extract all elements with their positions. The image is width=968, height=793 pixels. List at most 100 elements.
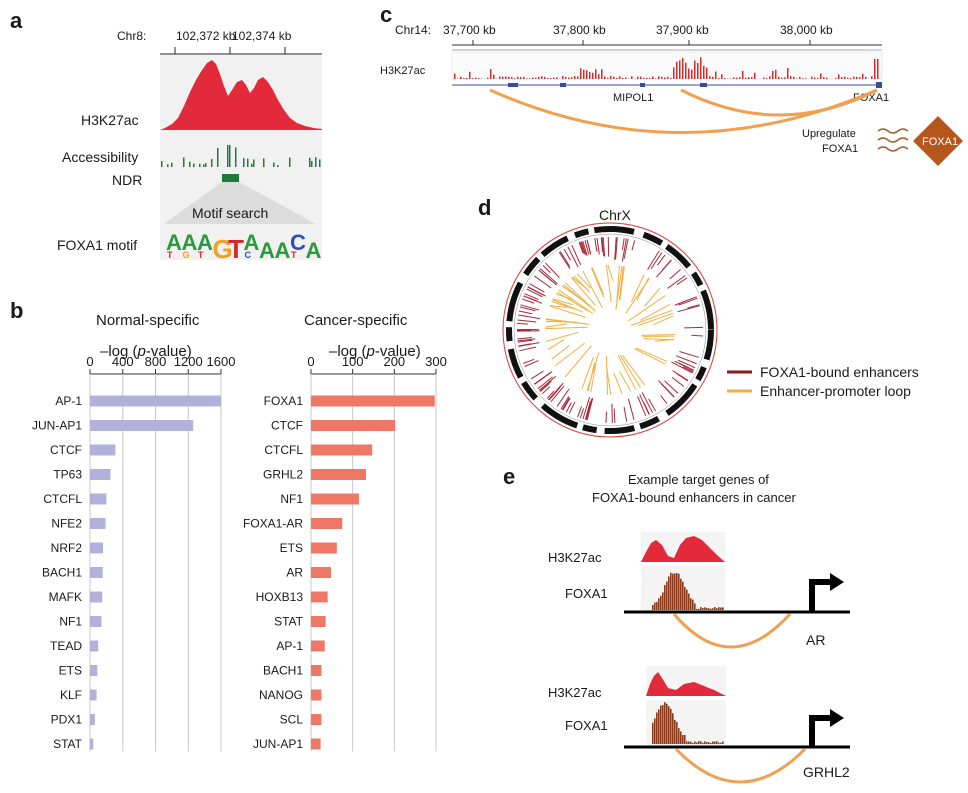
motif-label: FOXA1 motif [57,237,137,253]
coord-tick-2: 102,374 kb [232,29,292,43]
track-label-accessibility: Accessibility [62,149,138,165]
coord-ruler [160,47,322,55]
track-label-h3k27ac: H3K27ac [81,112,139,128]
right-category-label: NF1 [280,492,303,506]
panel-a-label: a [10,8,23,33]
motif-letter: A [275,238,291,263]
e1-gene: AR [806,632,825,648]
tss-arrowhead-icon [830,573,844,591]
tss-arrow-icon [809,715,834,747]
left-tick-label: 1200 [174,354,203,369]
right-category-label: STAT [274,615,304,629]
e1-track1-label: H3K27ac [548,550,602,565]
left-bar [90,420,194,431]
left-category-label: KLF [60,688,82,702]
panel-c: c Chr14: 37,700 kb 37,800 kb 37,900 kb 3… [380,2,963,166]
left-bar [90,395,221,407]
cancer-specific-bar-chart: 0 100 200 300 FOXA1 CTCF CTCFL GRHL2 NF1 FOXA1-AR… [243,354,447,752]
c-note-line2: FOXA1 [822,143,858,155]
left-bar [90,689,97,701]
accessibility-track [161,144,321,167]
motif-letter: C [290,230,306,255]
motif-letter-minor: G [183,250,190,260]
motif-letter-minor: T [167,250,173,260]
motif-letter-minor: T [291,250,297,260]
left-bar [90,714,95,725]
legend-loops: Enhancer-promoter loop [760,383,911,399]
e2-track2-label: FOXA1 [565,718,608,733]
panel-e-label: e [503,464,515,489]
right-category-label: HOXB13 [256,590,304,604]
left-tick-label: 400 [112,354,134,369]
e1-track2-label: FOXA1 [565,586,608,601]
chart-left-title: Normal-specific [96,312,200,329]
motif-letter: A [182,230,198,255]
panel-c-label: c [380,2,392,27]
c-tick-4: 38,000 kb [780,23,833,37]
legend-enhancers: FOXA1-bound enhancers [760,364,919,380]
c-diamond-label: FOXA1 [922,136,958,148]
c-note-line1: Upregulate [802,128,856,140]
e-title-line2: FOXA1-bound enhancers in cancer [592,490,796,505]
left-category-label: NF1 [59,615,82,629]
foxa1-motif-logo: AT AG AT GT AC A A CT A [166,230,322,264]
right-bar [311,395,435,407]
tss-arrowhead-icon [830,709,844,727]
left-bar [90,469,111,480]
right-category-label: BACH1 [263,664,303,678]
e-example-ar: H3K27ac FOXA1 AR [548,532,850,649]
foxa1-protein-diamond [913,116,963,166]
motif-letter-minor: C [245,250,252,260]
left-category-label: AP-1 [55,394,82,408]
left-category-label: BACH1 [42,566,82,580]
left-tick-label: 800 [145,354,167,369]
right-tick-label: 300 [425,354,447,369]
ndr-region [222,174,239,182]
panel-b-label: b [10,298,23,323]
c-tick-2: 37,800 kb [553,23,606,37]
left-category-label: NRF2 [51,541,83,555]
left-category-label: MAFK [49,590,82,604]
right-category-label: CTCF [271,419,303,433]
left-category-label: JUN-AP1 [32,419,82,433]
motif-letter: T [228,234,244,264]
track-label-ndr: NDR [112,172,142,188]
right-category-label: AR [286,566,303,580]
motif-letter-minor: T [198,250,204,260]
panel-d: d ChrX FOXA1-bound enhancers Enhancer-pr… [478,195,919,438]
d-chr-label: ChrX [599,207,632,223]
right-bar [311,714,322,725]
motif-letter: G [213,234,233,264]
chart-right-title: Cancer-specific [304,312,408,329]
right-category-label: SCL [280,713,304,727]
mrna-wave-icon [877,128,909,152]
panel-b: b Normal-specific Cancer-specific –log (… [10,298,447,752]
left-category-label: STAT [53,737,83,751]
motif-search-funnel [164,182,316,224]
left-bar [90,542,104,554]
circos-plot [502,222,718,438]
right-category-label: JUN-AP1 [253,737,303,751]
left-bar [90,616,102,627]
e-example-grhl2: H3K27ac FOXA1 GRHL2 [548,666,850,784]
left-category-label: CTCF [50,443,82,457]
right-bar [311,689,322,701]
right-category-label: GRHL2 [263,468,303,482]
c-chr-label: Chr14: [395,23,431,37]
c-track-label: H3K27ac [380,65,426,77]
coord-tick-1: 102,372 kb [176,29,236,43]
left-category-label: PDX1 [51,713,83,727]
left-bar [90,665,98,676]
panel-a: a Chr8: 102,372 kb 102,374 kb H3K27ac Ac… [10,8,322,264]
e-title-line1: Example target genes of [628,472,769,487]
right-bar [311,616,326,627]
motif-search-label: Motif search [192,205,268,221]
right-bar [311,567,331,578]
right-category-label: CTCFL [264,443,303,457]
motif-letter: A [197,230,213,255]
normal-specific-bar-chart: 0 400 800 1200 1600 AP-1 JUN-AP1 CTCF TP63 CTCFL N… [32,354,235,752]
right-bar [311,542,337,554]
right-bar [311,493,359,505]
left-bar [90,444,116,456]
panel-d-label: d [478,195,491,220]
